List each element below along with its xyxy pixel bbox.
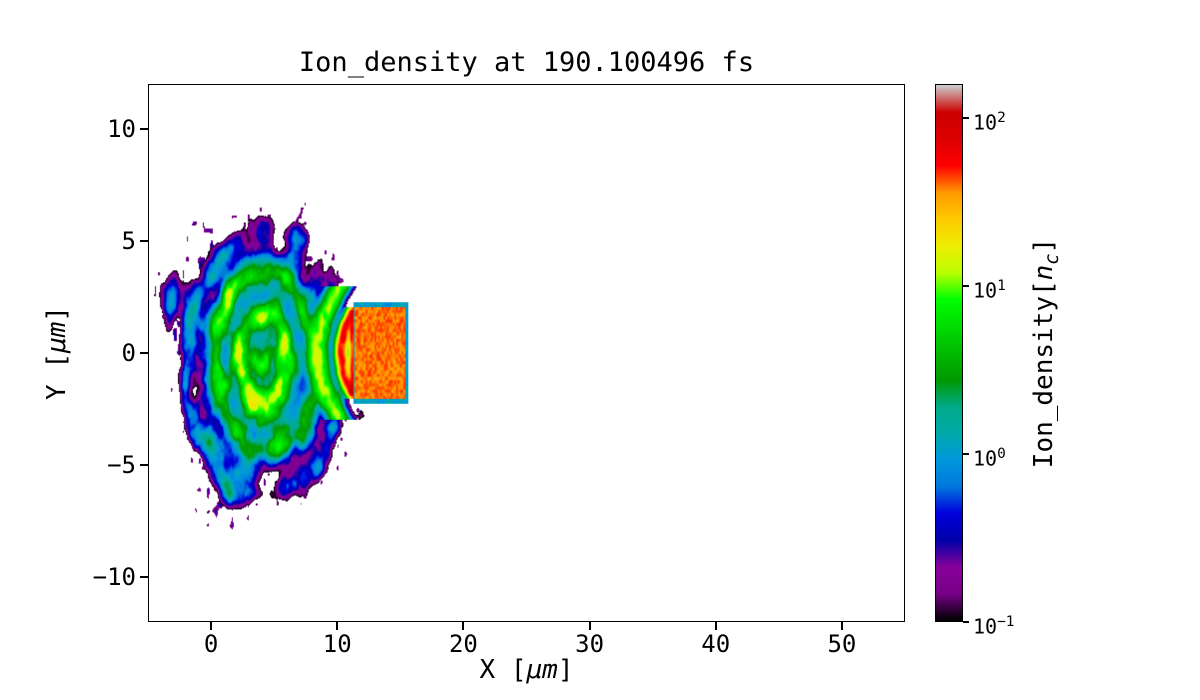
colorbar-label: Ion_density[nc]: [1029, 238, 1063, 468]
y-tick-mark: [140, 352, 148, 354]
colorbar-label-var: n: [1028, 264, 1059, 281]
x-tick-label: 20: [448, 630, 478, 658]
colorbar-tick-label: 102: [973, 105, 1006, 136]
plot-area: [148, 84, 905, 622]
x-tick-mark: [840, 622, 843, 630]
colorbar-label-suffix: ]: [1028, 237, 1059, 254]
y-axis-label-suffix: ]: [42, 306, 72, 322]
colorbar-tick-base: 10: [973, 614, 998, 639]
x-tick-label: 40: [701, 630, 731, 658]
heatmap-canvas: [149, 85, 904, 621]
y-tick-label: −10: [92, 563, 136, 592]
colorbar-tick-label: 10−1: [973, 609, 1014, 640]
x-tick-label: 30: [575, 630, 605, 658]
colorbar-tick-mark: [963, 621, 969, 623]
colorbar-tick-base: 10: [973, 110, 998, 135]
colorbar-tick-exp: 1: [997, 277, 1006, 294]
x-tick-mark: [210, 622, 213, 630]
colorbar-tick-mark: [963, 116, 969, 119]
y-tick-label: 10: [107, 114, 136, 143]
x-axis-label-suffix: ]: [557, 655, 574, 685]
x-axis-label-unit: μm: [526, 655, 558, 685]
x-tick-label: 10: [322, 630, 352, 658]
colorbar-tick-label: 101: [973, 273, 1006, 304]
colorbar-tick-exp: 2: [997, 109, 1006, 126]
y-tick-mark: [140, 576, 148, 579]
colorbar-tick-base: 10: [973, 446, 998, 471]
y-tick-label: 0: [121, 339, 136, 367]
y-tick-label: −5: [107, 451, 136, 480]
y-tick-mark: [140, 464, 148, 467]
colorbar: [935, 84, 963, 622]
x-tick-mark: [714, 622, 717, 630]
x-tick-label: 50: [827, 630, 857, 658]
y-tick-mark: [140, 239, 148, 242]
colorbar-tick-label: 100: [973, 441, 1006, 472]
colorbar-tick-mark: [963, 284, 969, 287]
x-tick-mark: [462, 622, 465, 630]
x-tick-mark: [336, 622, 339, 630]
x-tick-mark: [588, 622, 591, 630]
y-tick-label: 5: [121, 226, 136, 255]
colorbar-tick-mark: [963, 452, 969, 455]
colorbar-tick-exp: −1: [997, 614, 1015, 630]
y-tick-mark: [140, 127, 148, 130]
colorbar-label-sub: c: [1042, 253, 1064, 265]
x-axis-label: X [μm]: [148, 656, 905, 685]
x-tick-label: 0: [203, 630, 219, 658]
x-axis-label-prefix: X [: [479, 655, 527, 685]
colorbar-canvas: [936, 85, 962, 621]
chart-title: Ion_density at 190.100496 fs: [298, 47, 755, 78]
colorbar-tick-base: 10: [973, 278, 998, 303]
colorbar-label-prefix: Ion_density[: [1028, 280, 1059, 469]
colorbar-tick-exp: 0: [997, 445, 1006, 462]
